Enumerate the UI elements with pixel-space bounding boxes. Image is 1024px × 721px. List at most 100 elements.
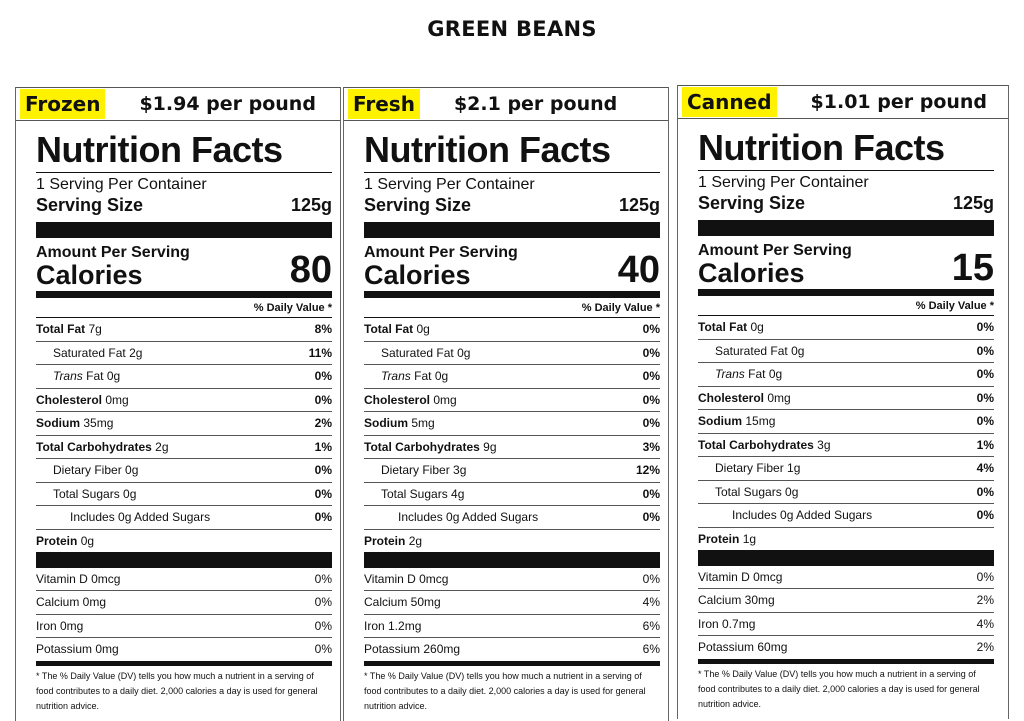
nutrient-dv: 0% [976, 320, 994, 334]
nutrient-amount: 0g [785, 484, 799, 499]
nutrient-amount: Fat 0g [86, 369, 121, 383]
servings-per-container: 1 Serving Per Container [364, 176, 535, 193]
nutrient-row-total-sugars: Total Sugars 0g 0% [36, 483, 332, 506]
nutrition-label: Nutrition Facts 1 Serving Per Container … [364, 130, 660, 714]
protein-value: 1g [742, 531, 757, 546]
vitamin-row-calcium: Calcium 30mg 2% [698, 589, 994, 613]
vitamin-label: Vitamin D 0mcg [364, 571, 449, 586]
serving-size-value: 125g [618, 195, 660, 215]
nutrient-dv: 0% [976, 367, 994, 381]
serving-size-label: Serving Size [698, 193, 806, 213]
calories-label: Calories [36, 260, 143, 290]
calories-label: Calories [698, 258, 805, 288]
protein-label: Protein [364, 533, 406, 548]
nutrient-label: Total Sugars [53, 486, 120, 501]
vitamin-label: Calcium 30mg [698, 593, 775, 607]
nutrient-amount: 0mg [433, 392, 457, 407]
nutrient-row-total-sugars: Total Sugars 4g 0% [364, 483, 660, 506]
nutrient-row-saturated-fat: Saturated Fat 2g 11% [36, 342, 332, 365]
nutrient-label: Total Carbohydrates [698, 437, 814, 452]
calories-value: 40 [617, 249, 660, 291]
nutrient-row-dietary-fiber: Dietary Fiber 3g 12% [364, 459, 660, 483]
amount-per-serving: Amount Per Serving [364, 244, 518, 261]
vitamin-row-calcium: Calcium 50mg 4% [364, 591, 660, 615]
nutrient-row-total-fat: Total Fat 0g 0% [364, 318, 660, 342]
nutrient-row-saturated-fat: Saturated Fat 0g 0% [364, 342, 660, 365]
vitamin-label: Potassium 0mg [36, 642, 119, 656]
nutrient-row-total-carbohydrates: Total Carbohydrates 2g 1% [36, 436, 332, 459]
nutrient-amount: 5mg [411, 416, 435, 430]
page-title: GREEN BEANS [427, 17, 597, 41]
vitamin-row-iron: Iron 0mg 0% [36, 615, 332, 638]
nutrient-row-cholesterol: Cholesterol 0mg 0% [698, 387, 994, 410]
nutrient-dv: 1% [976, 437, 994, 452]
vitamin-label: Iron 0.7mg [698, 616, 756, 631]
nutrient-row-total-fat: Total Fat 7g 8% [36, 318, 332, 342]
nutrient-label: Trans [53, 369, 83, 383]
amount-per-serving: Amount Per Serving [36, 244, 190, 261]
serving-size-row: Serving Size 125g [36, 194, 332, 216]
nutrient-dv: 0% [314, 486, 332, 501]
serving-size-row: Serving Size 125g [698, 192, 994, 214]
vitamin-dv: 4% [642, 595, 660, 609]
nutrient-dv: 4% [976, 461, 994, 475]
nutrient-amount: Fat 0g [748, 367, 783, 381]
nutrient-label: Trans [381, 369, 411, 383]
nutrient-amount: 0g [416, 322, 430, 336]
serving-size-value: 125g [952, 193, 994, 213]
serving-size-row: Serving Size 125g [364, 194, 660, 216]
price-per-pound: $1.94 per pound [139, 93, 316, 115]
protein-row: Protein 1g [698, 528, 994, 550]
price-per-pound: $2.1 per pound [453, 93, 618, 115]
nutrient-label: Cholesterol [364, 392, 431, 407]
vitamin-label: Potassium 260mg [364, 642, 461, 656]
label-column-fresh: Fresh $2.1 per pound Nutrition Facts 1 S… [343, 87, 669, 721]
vitamin-dv: 0% [314, 571, 332, 586]
nutrient-label: Sodium [698, 414, 742, 428]
nutrition-facts-title: Nutrition Facts [364, 130, 660, 173]
nutrient-row-sodium: Sodium 5mg 0% [364, 412, 660, 436]
nutrient-label: Saturated Fat [715, 343, 788, 358]
nutrient-amount: 3g [453, 463, 467, 477]
vitamin-dv: 6% [642, 618, 660, 633]
protein-value: 0g [80, 533, 95, 548]
nutrient-row-total-carbohydrates: Total Carbohydrates 9g 3% [364, 436, 660, 459]
nutrient-dv: 12% [635, 463, 660, 477]
nutrient-amount: 15mg [745, 414, 776, 428]
nutrient-row-trans-fat: Trans Fat 0g 0% [698, 363, 994, 387]
nutrition-facts-title: Nutrition Facts [698, 128, 994, 171]
nutrient-row-total-sugars: Total Sugars 0g 0% [698, 481, 994, 504]
nutrient-dv: 0% [642, 369, 660, 383]
nutrient-amount: 0mg [105, 392, 129, 407]
nutrient-dv: 0% [642, 486, 660, 501]
nutrient-row-total-carbohydrates: Total Carbohydrates 3g 1% [698, 434, 994, 457]
nutrient-dv: 0% [976, 390, 994, 405]
price-per-pound: $1.01 per pound [810, 91, 988, 113]
calories-row: Calories 80 [36, 251, 332, 298]
calories-row: Calories 15 [698, 249, 994, 296]
nutrition-label: Nutrition Facts 1 Serving Per Container … [698, 128, 994, 712]
thick-divider [698, 549, 994, 566]
nutrient-label: Cholesterol [698, 390, 765, 405]
daily-value-header: % Daily Value * [698, 296, 994, 316]
protein-value: 2g [408, 533, 423, 548]
servings-per-container: 1 Serving Per Container [36, 176, 207, 193]
daily-value-footnote: * The % Daily Value (DV) tells you how m… [364, 670, 646, 711]
nutrient-label: Total Fat [36, 322, 86, 336]
nutrient-dv: 0% [976, 343, 994, 358]
vitamin-label: Potassium 60mg [698, 640, 788, 654]
nutrient-amount: 0mg [767, 390, 791, 405]
vitamin-row-iron: Iron 0.7mg 4% [698, 613, 994, 636]
nutrient-row-cholesterol: Cholesterol 0mg 0% [364, 389, 660, 412]
nutrient-label: Saturated Fat [53, 345, 126, 360]
nutrient-row-trans-fat: Trans Fat 0g 0% [364, 365, 660, 389]
label-column-canned: Canned $1.01 per pound Nutrition Facts 1… [677, 85, 1009, 719]
calories-label: Calories [364, 260, 471, 290]
nutrient-dv: 0% [976, 484, 994, 499]
thick-divider [364, 222, 660, 238]
vitamin-dv: 0% [976, 569, 994, 584]
nutrient-amount: 0g [457, 345, 471, 360]
nutrient-row-saturated-fat: Saturated Fat 0g 0% [698, 340, 994, 363]
nutrient-dv: 0% [642, 322, 660, 336]
nutrient-amount: 2g [155, 439, 169, 454]
